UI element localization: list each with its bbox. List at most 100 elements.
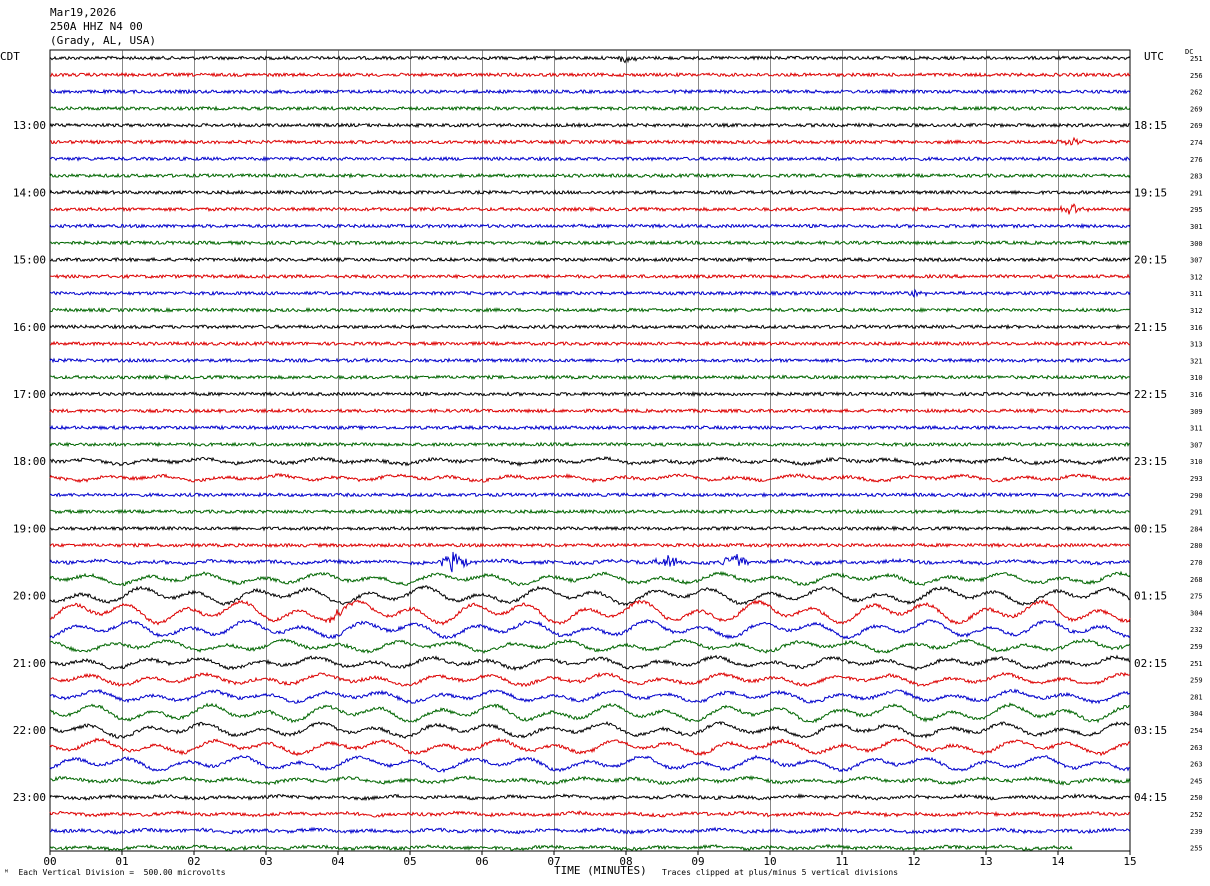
dc-offset-label: 255 <box>1190 845 1203 853</box>
scale-note-text: Each Vertical Division = 500.00 microvol… <box>18 868 226 877</box>
dc-offset-label: 309 <box>1190 408 1203 416</box>
x-axis-ticks: 00 01 02 03 04 05 06 07 08 09 10 11 12 13 14 15 <box>43 851 1137 868</box>
date-label: Mar19,2026 <box>50 6 117 19</box>
trace-line <box>49 424 1131 431</box>
dc-offset-label: 262 <box>1190 89 1203 97</box>
dc-offset-label: 254 <box>1190 727 1203 735</box>
seismic-traces <box>49 55 1131 852</box>
left-hour-labels: 13:00 14:00 15:00 16:00 17:00 18:00 19:00 20:00… <box>13 119 46 804</box>
dc-offset-label: 281 <box>1190 693 1203 701</box>
trace-line <box>49 508 1131 515</box>
clip-note: Traces clipped at plus/minus 5 vertical … <box>662 868 899 877</box>
x-tick-label: 10 <box>763 855 776 868</box>
dc-offset-label: 295 <box>1190 206 1203 214</box>
trace-line <box>49 542 1131 549</box>
trace-line <box>49 491 1131 498</box>
left-hour-label: 21:00 <box>13 657 46 670</box>
right-hour-label: 04:15 <box>1134 791 1167 804</box>
trace-line <box>49 472 1131 484</box>
scale-note: ᴹ Each Vertical Division = 500.00 microv… <box>4 868 226 877</box>
dc-offset-label: 251 <box>1190 660 1203 668</box>
trace-line <box>49 306 1131 314</box>
trace-line <box>49 288 1131 299</box>
trace-line <box>49 189 1131 196</box>
trace-line <box>49 340 1131 347</box>
dc-offset-label: 293 <box>1190 475 1203 483</box>
dc-offset-label: 263 <box>1190 744 1203 752</box>
x-tick-label: 04 <box>331 855 345 868</box>
dc-offset-label: 245 <box>1190 777 1203 785</box>
right-hour-label: 20:15 <box>1134 254 1167 267</box>
trace-line <box>49 239 1131 246</box>
trace-line <box>49 570 1131 587</box>
dc-offset-label: 291 <box>1190 189 1203 197</box>
right-hour-label: 22:15 <box>1134 388 1167 401</box>
left-hour-label: 19:00 <box>13 522 46 535</box>
trace-line <box>49 55 1131 64</box>
dc-offset-label: 259 <box>1190 677 1203 685</box>
trace-line <box>49 456 1131 468</box>
dc-offset-label: 263 <box>1190 761 1203 769</box>
station-label: 250A HHZ N4 00 <box>50 20 143 33</box>
trace-line <box>49 374 1131 381</box>
dc-offset-label: 312 <box>1190 273 1203 281</box>
x-tick-label: 05 <box>403 855 416 868</box>
dc-offset-label: 310 <box>1190 374 1203 382</box>
trace-line <box>49 702 1131 724</box>
left-hour-label: 18:00 <box>13 455 46 468</box>
x-tick-label: 08 <box>619 855 632 868</box>
trace-line <box>49 105 1131 112</box>
left-hour-label: 20:00 <box>13 590 46 603</box>
x-tick-label: 12 <box>907 855 920 868</box>
trace-line <box>49 71 1131 78</box>
dc-offset-label: 276 <box>1190 156 1203 164</box>
trace-line <box>49 390 1131 398</box>
dc-offset-label: 304 <box>1190 609 1203 617</box>
x-axis-label: TIME (MINUTES) <box>554 864 647 877</box>
x-tick-label: 15 <box>1123 855 1136 868</box>
dc-offset-labels: 251 256 262 269 269 274 276 283 291 295 301 300 307 3… <box>1190 55 1203 853</box>
x-tick-label: 09 <box>691 855 704 868</box>
trace-line <box>49 599 1131 626</box>
trace-line <box>49 810 1131 819</box>
trace-line <box>49 155 1131 162</box>
right-hour-label: 02:15 <box>1134 657 1167 670</box>
dc-offset-label: 316 <box>1190 324 1203 332</box>
location-label: (Grady, AL, USA) <box>50 34 156 47</box>
dc-offset-label: 307 <box>1190 257 1203 265</box>
trace-line <box>49 585 1131 607</box>
x-tick-label: 03 <box>259 855 272 868</box>
dc-offset-label: 312 <box>1190 307 1203 315</box>
right-hour-label: 23:15 <box>1134 455 1167 468</box>
dc-offset-label: 250 <box>1190 794 1203 802</box>
x-tick-label: 14 <box>1051 855 1065 868</box>
dc-offset-label: 301 <box>1190 223 1203 231</box>
dc-offset-label: 313 <box>1190 341 1203 349</box>
trace-line <box>49 688 1131 705</box>
trace-line <box>49 273 1131 280</box>
trace-line <box>49 323 1131 330</box>
trace-line <box>49 826 1131 835</box>
trace-line <box>49 638 1131 654</box>
x-tick-label: 02 <box>187 855 200 868</box>
dc-offset-label: 291 <box>1190 509 1203 517</box>
dc-offset-label: 284 <box>1190 525 1203 533</box>
x-tick-label: 07 <box>547 855 560 868</box>
dc-offset-label: 290 <box>1190 492 1203 500</box>
dc-offset-label: 259 <box>1190 643 1203 651</box>
right-hour-label: 19:15 <box>1134 186 1167 199</box>
left-hour-label: 22:00 <box>13 724 46 737</box>
x-tick-label: 11 <box>835 855 848 868</box>
dc-offset-label: 269 <box>1190 105 1203 113</box>
trace-line <box>49 792 1131 802</box>
trace-line <box>49 843 1073 852</box>
trace-line <box>49 122 1131 129</box>
dc-offset-label: 300 <box>1190 240 1203 248</box>
dc-offset-label: 311 <box>1190 425 1203 433</box>
trace-line <box>49 774 1131 786</box>
x-tick-label: 00 <box>43 855 56 868</box>
right-hour-label: 00:15 <box>1134 522 1167 535</box>
dc-offset-label: 251 <box>1190 55 1203 63</box>
left-hour-label: 16:00 <box>13 321 46 334</box>
